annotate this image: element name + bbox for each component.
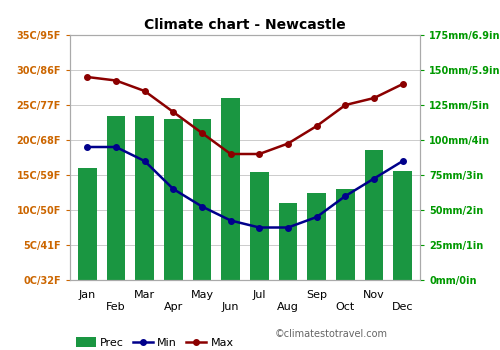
Bar <box>136 116 154 280</box>
Text: Feb: Feb <box>106 302 126 313</box>
Text: Mar: Mar <box>134 290 155 301</box>
Bar <box>308 193 326 280</box>
Bar <box>336 189 354 280</box>
Bar <box>365 150 384 280</box>
Bar <box>106 116 125 280</box>
Text: Jun: Jun <box>222 302 240 313</box>
Bar <box>222 98 240 280</box>
Bar <box>278 203 297 280</box>
Text: ©climatestotravel.com: ©climatestotravel.com <box>275 329 388 339</box>
Text: Jul: Jul <box>252 290 266 301</box>
Bar <box>394 171 412 280</box>
Text: Oct: Oct <box>336 302 355 313</box>
Bar <box>192 119 212 280</box>
Text: Dec: Dec <box>392 302 413 313</box>
Text: Apr: Apr <box>164 302 183 313</box>
Text: Jan: Jan <box>78 290 96 301</box>
Bar <box>250 172 268 280</box>
Title: Climate chart - Newcastle: Climate chart - Newcastle <box>144 19 346 33</box>
Text: Nov: Nov <box>363 290 385 301</box>
Bar <box>164 119 182 280</box>
Legend: Prec, Min, Max: Prec, Min, Max <box>76 337 234 348</box>
Bar <box>78 168 96 280</box>
Text: May: May <box>190 290 214 301</box>
Text: Aug: Aug <box>277 302 299 313</box>
Text: Sep: Sep <box>306 290 327 301</box>
